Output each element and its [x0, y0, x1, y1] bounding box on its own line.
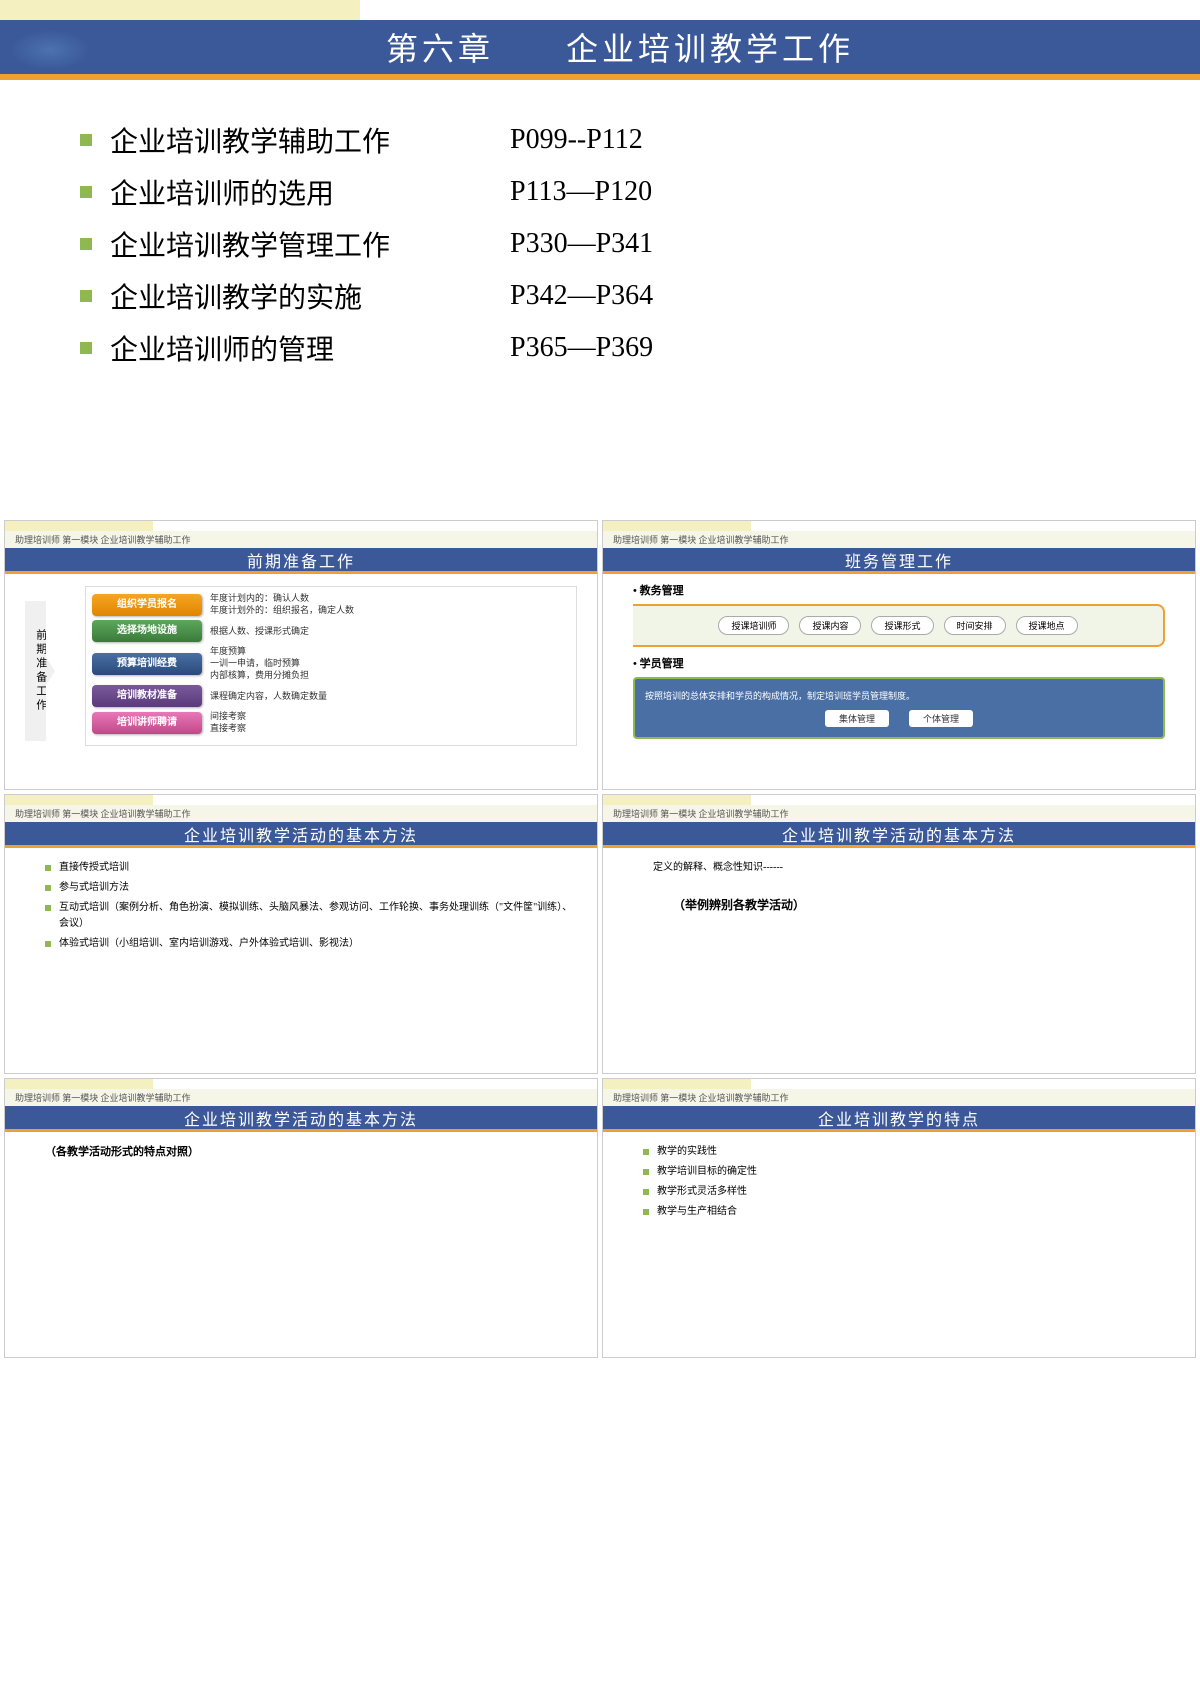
teaching-mgmt-section: • 教务管理 授课培训师 授课内容 授课形式 时间安排 授课地点	[633, 582, 1165, 647]
breadcrumb: 助理培训师 第一模块 企业培训教学辅助工作	[603, 805, 1195, 822]
pill: 授课培训师	[718, 616, 789, 635]
flow-desc: 根据人数、授课形式确定	[210, 626, 309, 638]
method-list: 直接传授式培训 参与式培训方法 互动式培训（案例分析、角色扮演、模拟训练、头脑风…	[25, 860, 577, 952]
slide-title: 企业培训教学的特点	[603, 1106, 1195, 1132]
box-text: 按照培训的总体安排和学员的构成情况，制定培训班学员管理制度。	[645, 689, 1153, 702]
flow-desc: 间接考察直接考察	[210, 711, 246, 734]
flow-step: 组织学员报名	[92, 594, 202, 616]
breadcrumb: 助理培训师 第一模块 企业培训教学辅助工作	[5, 1089, 597, 1106]
decor-strip	[603, 521, 1195, 531]
blue-box: 按照培训的总体安排和学员的构成情况，制定培训班学员管理制度。 集体管理 个体管理	[633, 677, 1165, 739]
toc-row: 企业培训师的管理 P365—P369	[80, 328, 1120, 368]
main-title-bar: 第六章 企业培训教学工作	[0, 20, 1200, 80]
slide-title: 企业培训教学活动的基本方法	[603, 822, 1195, 848]
decor-strip	[5, 795, 597, 805]
breadcrumb: 助理培训师 第一模块 企业培训教学辅助工作	[5, 531, 597, 548]
arrow-label: 前期准备工作	[25, 601, 55, 741]
pill: 授课内容	[799, 616, 861, 635]
features-list: 教学的实践性 教学培训目标的确定性 教学形式灵活多样性 教学与生产相结合	[623, 1144, 1175, 1220]
toc-row: 企业培训教学辅助工作 P099--P112	[80, 120, 1120, 160]
breadcrumb: 助理培训师 第一模块 企业培训教学辅助工作	[5, 805, 597, 822]
list-item: 教学培训目标的确定性	[643, 1164, 1175, 1180]
bullet-icon	[80, 134, 92, 146]
flow-desc: 课程确定内容，人数确定数量	[210, 691, 327, 703]
decor-strip	[603, 795, 1195, 805]
flow-container: 组织学员报名年度计划内的：确认人数年度计划外的：组织报名，确定人数 选择场地设施…	[85, 586, 577, 746]
pill: 时间安排	[944, 616, 1006, 635]
pill: 集体管理	[825, 710, 889, 727]
slide-title: 企业培训教学活动的基本方法	[5, 822, 597, 848]
toc-label: 企业培训教学的实施	[110, 276, 510, 316]
bullet-icon	[80, 186, 92, 198]
flow-step: 预算培训经费	[92, 653, 202, 675]
slide-title: 前期准备工作	[5, 548, 597, 574]
section-heading: • 学员管理	[633, 655, 1165, 671]
toc-label: 企业培训教学管理工作	[110, 224, 510, 264]
list-item: 参与式培训方法	[45, 880, 577, 896]
toc-row: 企业培训教学的实施 P342—P364	[80, 276, 1120, 316]
comparison-text: （各教学活动形式的特点对照）	[45, 1144, 577, 1162]
toc-row: 企业培训教学管理工作 P330—P341	[80, 224, 1120, 264]
slide-thumbnail: 助理培训师 第一模块 企业培训教学辅助工作 企业培训教学活动的基本方法 （各教学…	[4, 1078, 598, 1358]
slide-thumbnail: 助理培训师 第一模块 企业培训教学辅助工作 企业培训教学活动的基本方法 定义的解…	[602, 794, 1196, 1074]
slide-title: 企业培训教学活动的基本方法	[5, 1106, 597, 1132]
list-item: 体验式培训（小组培训、室内培训游戏、户外体验式培训、影视法）	[45, 936, 577, 952]
toc-label: 企业培训师的选用	[110, 172, 510, 212]
top-cream-strip	[0, 0, 1200, 20]
toc-pages: P342—P364	[510, 280, 653, 312]
toc-row: 企业培训师的选用 P113—P120	[80, 172, 1120, 212]
toc-pages: P113—P120	[510, 176, 652, 208]
slide-title: 班务管理工作	[603, 548, 1195, 574]
decor-strip	[603, 1079, 1195, 1089]
bullet-icon	[80, 290, 92, 302]
toc-label: 企业培训教学辅助工作	[110, 120, 510, 160]
pills-box: 授课培训师 授课内容 授课形式 时间安排 授课地点	[633, 604, 1165, 647]
flow-step: 选择场地设施	[92, 620, 202, 642]
definition-text: 定义的解释、概念性知识------	[653, 860, 1175, 876]
chapter-title: 第六章 企业培训教学工作	[386, 24, 854, 70]
slide-thumbnail: 助理培训师 第一模块 企业培训教学辅助工作 前期准备工作 前期准备工作 组织学员…	[4, 520, 598, 790]
toc-pages: P099--P112	[510, 124, 643, 156]
toc-label: 企业培训师的管理	[110, 328, 510, 368]
list-item: 直接传授式培训	[45, 860, 577, 876]
flow-step: 培训教材准备	[92, 685, 202, 707]
list-item: 教学形式灵活多样性	[643, 1184, 1175, 1200]
pill: 个体管理	[909, 710, 973, 727]
toc-pages: P365—P369	[510, 332, 653, 364]
slide-thumbnail: 助理培训师 第一模块 企业培训教学辅助工作 企业培训教学活动的基本方法 直接传授…	[4, 794, 598, 1074]
bullet-icon	[80, 238, 92, 250]
list-item: 互动式培训（案例分析、角色扮演、模拟训练、头脑风暴法、参观访问、工作轮换、事务处…	[45, 900, 577, 932]
toc-pages: P330—P341	[510, 228, 653, 260]
breadcrumb: 助理培训师 第一模块 企业培训教学辅助工作	[603, 531, 1195, 548]
slide-thumbnail: 助理培训师 第一模块 企业培训教学辅助工作 班务管理工作 • 教务管理 授课培训…	[602, 520, 1196, 790]
decor-strip	[5, 521, 597, 531]
list-item: 教学的实践性	[643, 1144, 1175, 1160]
slides-thumbnail-grid: 助理培训师 第一模块 企业培训教学辅助工作 前期准备工作 前期准备工作 组织学员…	[0, 520, 1200, 1358]
list-item: 教学与生产相结合	[643, 1204, 1175, 1220]
slide-thumbnail: 助理培训师 第一模块 企业培训教学辅助工作 企业培训教学的特点 教学的实践性 教…	[602, 1078, 1196, 1358]
flow-desc: 年度计划内的：确认人数年度计划外的：组织报名，确定人数	[210, 593, 354, 616]
pill: 授课形式	[871, 616, 933, 635]
section-heading: • 教务管理	[633, 582, 1165, 598]
student-mgmt-section: • 学员管理 按照培训的总体安排和学员的构成情况，制定培训班学员管理制度。 集体…	[633, 655, 1165, 739]
decor-strip	[5, 1079, 597, 1089]
pill: 授课地点	[1016, 616, 1078, 635]
example-text: （举例辨别各教学活动）	[673, 896, 1175, 915]
flow-desc: 年度预算一训一申请，临时预算内部核算，费用分摊负担	[210, 646, 309, 681]
breadcrumb: 助理培训师 第一模块 企业培训教学辅助工作	[603, 1089, 1195, 1106]
bullet-icon	[80, 342, 92, 354]
table-of-contents: 企业培训教学辅助工作 P099--P112 企业培训师的选用 P113—P120…	[0, 80, 1200, 420]
flow-step: 培训讲师聘请	[92, 712, 202, 734]
